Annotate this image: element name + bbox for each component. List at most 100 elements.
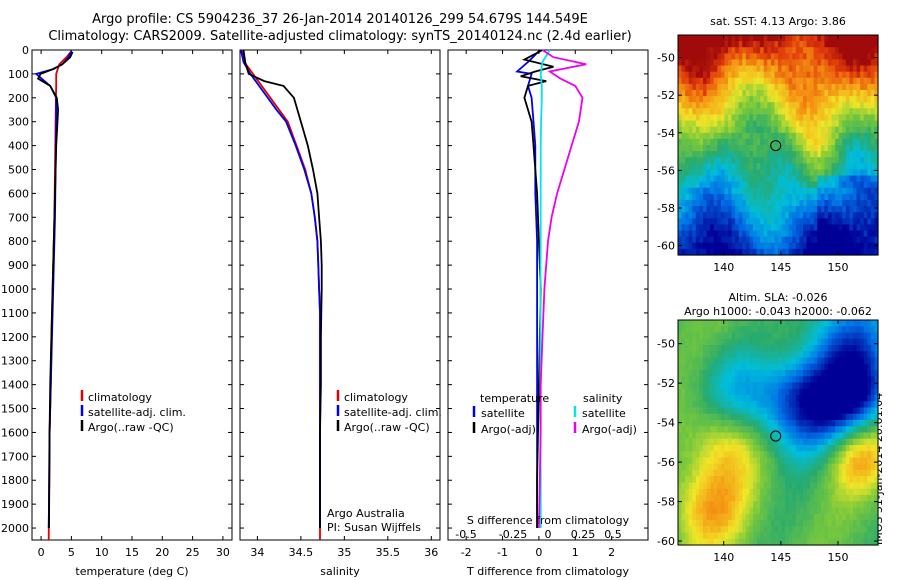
map-cell [763,248,768,256]
map-cell [785,401,790,409]
map-cell [728,426,733,434]
map-cell [795,169,801,177]
map-cell [728,230,733,238]
map-cell [728,120,733,128]
map-cell [806,47,811,54]
map-cell [845,102,851,109]
map-cell [803,438,808,446]
map-cell [842,47,847,54]
map-cell [781,120,786,128]
map-cell [792,138,797,146]
map-cell [820,413,826,421]
map-cell [699,488,704,496]
map-y-tick-label: -52 [657,89,675,102]
map-cell [803,114,808,122]
map-cell [706,538,711,546]
map-cell [681,388,686,396]
map-cell [831,163,836,171]
map-cell [853,507,858,515]
map-cell [874,488,879,496]
map-cell [853,488,858,496]
map-cell [735,320,740,327]
map-cell [845,157,851,164]
map-cell [795,187,801,195]
map-cell [753,77,758,85]
map-cell [845,230,851,238]
map-cell [820,401,826,409]
map-cell [820,90,826,97]
map-cell [749,395,754,402]
map-cell [699,90,704,97]
map-cell [828,388,833,396]
map-cell [831,90,836,97]
map-cell [853,345,858,352]
map-cell [681,96,686,103]
map-cell [742,41,747,48]
map-cell [788,169,793,177]
map-cell [706,157,711,164]
map-cell [803,370,808,377]
map-cell [867,126,872,134]
map-cell [717,145,722,152]
map-cell [728,538,733,546]
map-cell [813,507,818,515]
map-cell [835,126,840,134]
map-cell [856,41,861,48]
map-cell [853,83,858,91]
map-cell [681,212,686,219]
map-cell [760,47,765,54]
legend-entry: satellite-adj. clim. [344,406,442,419]
map-cell [867,96,872,103]
map-cell [710,181,715,189]
map-cell [728,145,733,152]
map-cell [874,145,879,152]
map-cell [692,495,697,502]
map-cell [703,482,708,490]
map-cell [803,332,808,340]
map-cell [860,35,865,42]
map-cell [788,457,793,465]
map-cell [813,108,818,116]
map-cell [688,187,693,195]
map-cell [685,507,690,515]
map-cell [803,224,808,232]
map-cell [763,108,768,116]
depth-tick-label: 1600 [1,426,29,439]
map-cell [849,77,854,85]
map-cell [806,470,811,477]
map-cell [842,376,847,384]
map-cell [749,326,754,334]
map-cell [810,345,815,352]
map-cell [799,187,804,195]
map-cell [788,47,793,54]
map-cell [788,218,793,226]
map-cell [838,126,843,134]
map-cell [681,181,686,189]
map-cell [681,53,686,61]
map-cell [813,163,818,171]
map-cell [678,181,683,189]
map-cell [756,332,761,340]
map-cell [724,187,729,195]
map-cell [738,71,743,79]
map-cell [749,242,754,250]
map-cell [774,401,779,409]
map-cell [728,35,733,42]
map-cell [795,476,801,484]
map-cell [867,351,872,359]
map-cell [820,114,826,122]
map-cell [710,513,715,521]
map-cell [831,206,836,213]
map-cell [838,132,843,140]
annotation-text: PI: Susan Wijffels [327,521,421,534]
map-cell [828,175,833,183]
map-cell [874,388,879,396]
map-y-tick-label: -60 [657,240,675,253]
map-cell [767,212,772,219]
map-cell [695,193,701,201]
map-y-tick-label: -60 [657,535,675,548]
map-cell [753,108,758,116]
map-cell [763,236,768,244]
map-cell [713,438,718,446]
map-cell [856,126,861,134]
